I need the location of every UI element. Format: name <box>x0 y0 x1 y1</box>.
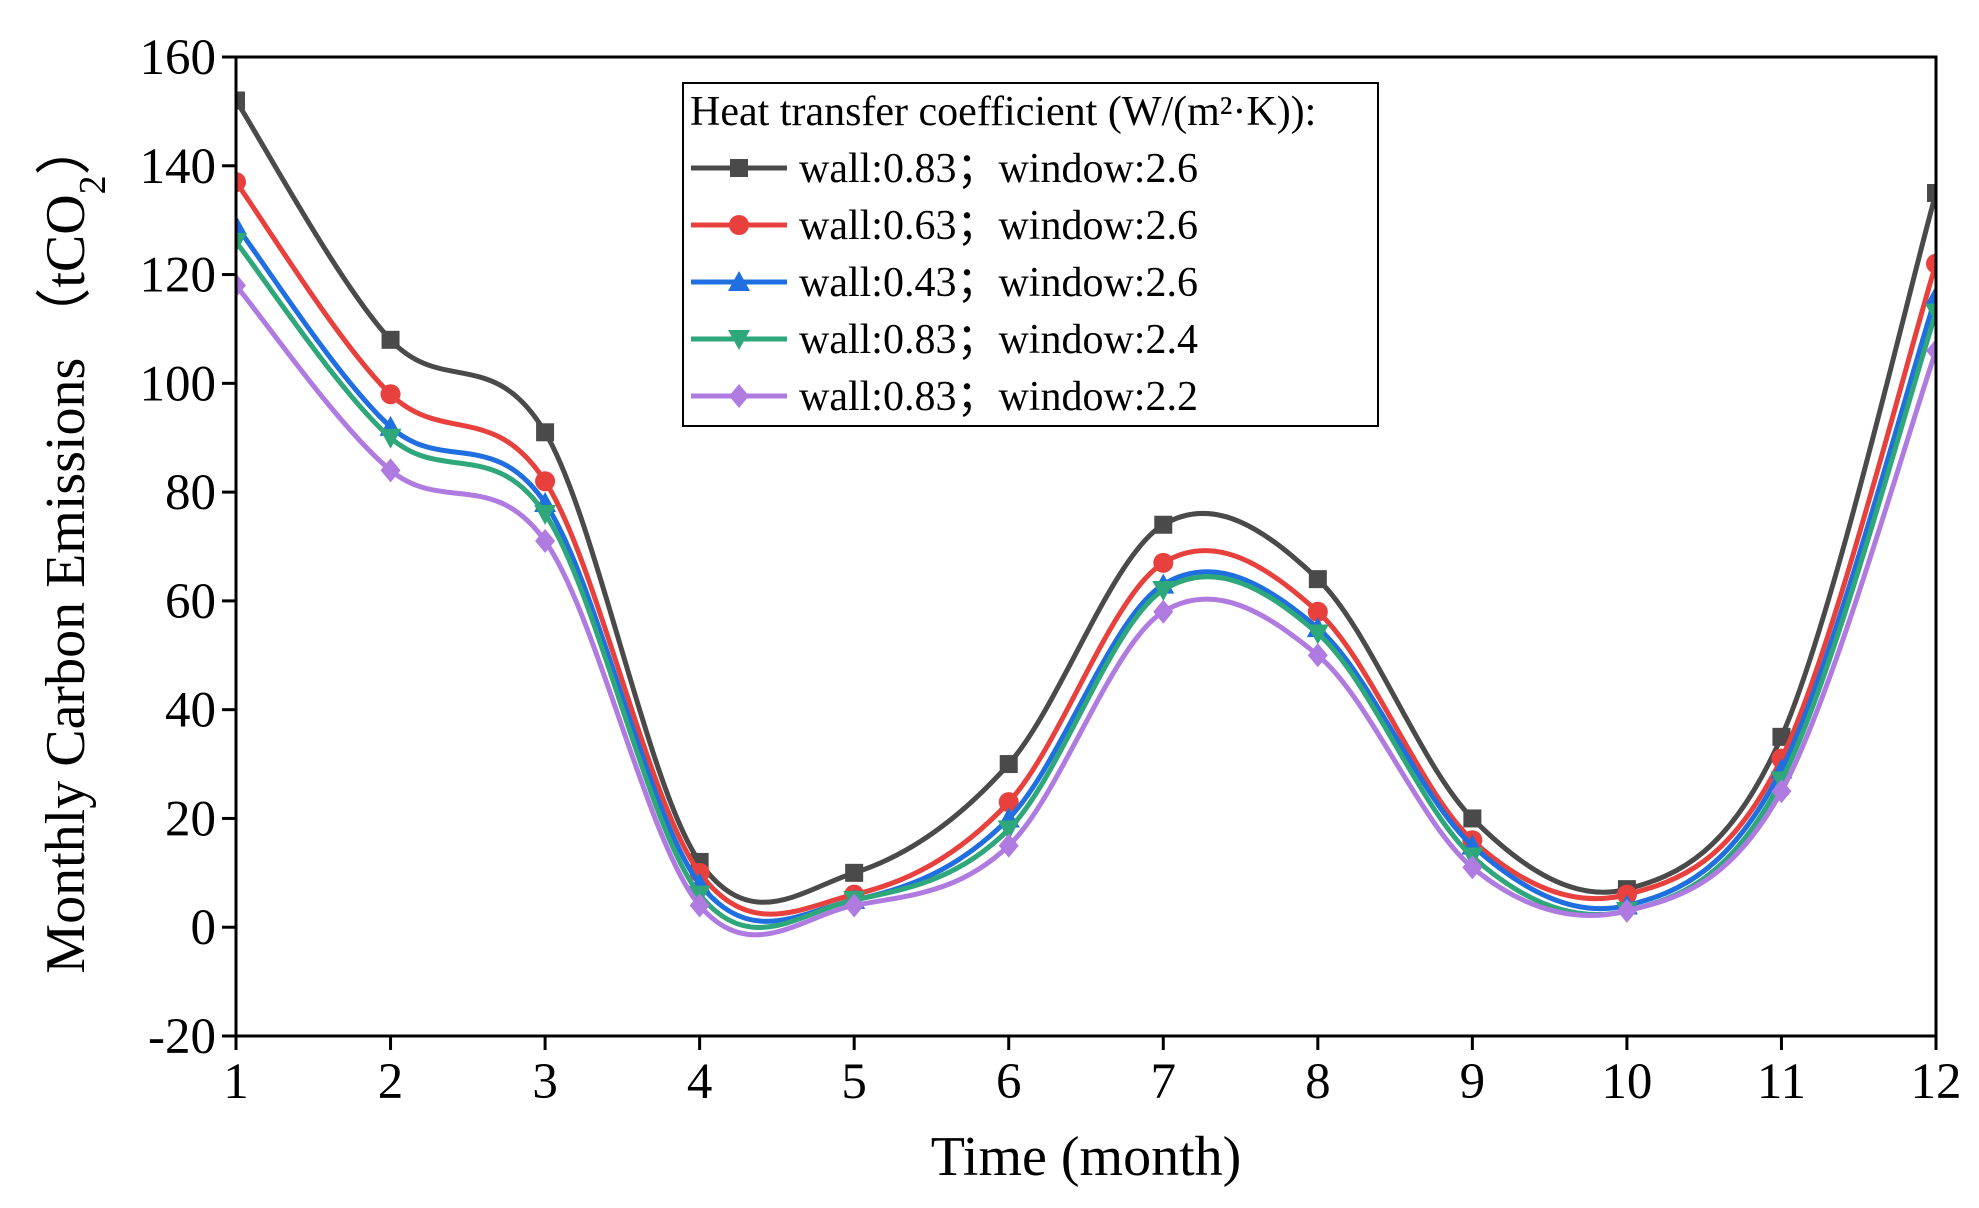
legend-marker <box>729 215 749 235</box>
x-tick-label: 12 <box>1911 1054 1962 1110</box>
x-tick-label: 2 <box>378 1054 404 1110</box>
data-point <box>236 232 247 253</box>
legend-item: wall:0.83；window:2.4 <box>691 317 1198 363</box>
legend-title: Heat transfer coefficient (W/(m²·K)): <box>690 89 1316 135</box>
data-point <box>1307 643 1328 668</box>
x-tick-label: 9 <box>1460 1054 1486 1110</box>
legend-marker <box>729 384 749 408</box>
data-point <box>1153 552 1174 573</box>
legend-item: wall:0.43；window:2.6 <box>691 260 1198 306</box>
data-point <box>1926 338 1936 363</box>
data-point <box>236 172 246 193</box>
y-tick-label: 160 <box>140 30 217 86</box>
y-tick-label: 20 <box>165 791 216 847</box>
series-line <box>236 180 1936 917</box>
data-point <box>534 504 557 525</box>
x-tick-label: 10 <box>1601 1054 1652 1110</box>
data-point <box>236 214 247 235</box>
x-tick-label: 3 <box>532 1054 558 1110</box>
legend-label: wall:0.83；window:2.6 <box>799 146 1198 192</box>
legend: Heat transfer coefficient (W/(m²·K)): wa… <box>682 82 1379 427</box>
data-point <box>997 820 1020 841</box>
y-axis-title-unit-subscript: 2 <box>72 175 114 194</box>
data-point <box>998 833 1019 858</box>
data-point <box>1925 285 1936 306</box>
x-tick-label: 11 <box>1757 1054 1806 1110</box>
data-point <box>999 755 1018 774</box>
data-point <box>379 428 402 449</box>
y-axis-title: Monthly Carbon Emissions （tCO2） <box>35 119 114 973</box>
data-point <box>1772 727 1791 746</box>
data-point <box>1306 624 1329 645</box>
x-tick-label: 8 <box>1305 1054 1331 1110</box>
series-1 <box>236 91 1936 905</box>
x-tick-label: 5 <box>841 1054 867 1110</box>
y-tick-label: 100 <box>140 356 217 412</box>
legend-marker <box>730 159 748 177</box>
y-tick-label: 40 <box>165 683 216 739</box>
y-tick-label: 0 <box>191 900 217 956</box>
y-axis-title-main: Monthly Carbon Emissions <box>35 358 97 974</box>
data-point <box>535 529 556 554</box>
legend-item: wall:0.83；window:2.6 <box>691 146 1198 192</box>
series-line <box>236 224 1936 924</box>
data-point <box>845 863 864 882</box>
series-line <box>236 99 1936 905</box>
legend-marker <box>728 271 750 291</box>
data-point <box>1152 581 1175 602</box>
data-point <box>236 273 246 298</box>
data-point <box>998 792 1019 813</box>
legend-label: wall:0.83；window:2.2 <box>799 374 1198 420</box>
data-point <box>1308 570 1327 589</box>
y-tick-label: 60 <box>165 574 216 630</box>
data-point <box>844 893 865 918</box>
data-point <box>1462 855 1483 880</box>
data-point <box>1307 601 1328 622</box>
y-tick-label: 80 <box>165 465 216 521</box>
legend-item: wall:0.63；window:2.6 <box>691 203 1198 249</box>
legend-label: wall:0.43；window:2.6 <box>799 260 1198 306</box>
data-point <box>1926 253 1936 274</box>
series-5 <box>236 273 1936 938</box>
plot-frame <box>234 55 1938 1038</box>
data-point <box>380 458 401 483</box>
legend-label: wall:0.83；window:2.4 <box>799 317 1198 363</box>
data-point <box>1925 303 1936 324</box>
data-point <box>381 330 400 349</box>
legend-item: wall:0.83；window:2.2 <box>691 374 1198 420</box>
data-point <box>1463 809 1482 828</box>
series-layer <box>236 91 1936 938</box>
data-point <box>1927 183 1936 202</box>
y-tick-label: 140 <box>140 139 217 195</box>
x-tick-label: 1 <box>223 1054 249 1110</box>
x-tick-label: 7 <box>1151 1054 1177 1110</box>
data-point <box>1153 599 1174 624</box>
x-tick-label: 4 <box>687 1054 713 1110</box>
legend-marker <box>728 330 750 350</box>
data-point <box>1771 779 1792 804</box>
data-point <box>535 471 556 492</box>
data-point <box>380 384 401 405</box>
y-tick-label: -20 <box>148 1009 216 1065</box>
data-point <box>1154 515 1173 534</box>
y-tick-label: 120 <box>140 248 217 304</box>
legend-label: wall:0.63；window:2.6 <box>799 203 1198 249</box>
x-axis-title: Time (month) <box>931 1126 1242 1188</box>
legend-box <box>682 82 1379 427</box>
x-tick-label: 6 <box>996 1054 1022 1110</box>
y-axis-title-unit: （tCO <box>35 194 97 343</box>
data-point <box>1616 898 1637 923</box>
data-point <box>236 91 245 110</box>
y-axis-title-unit-close: ） <box>35 119 97 175</box>
data-point <box>536 423 555 442</box>
data-point <box>689 893 710 918</box>
